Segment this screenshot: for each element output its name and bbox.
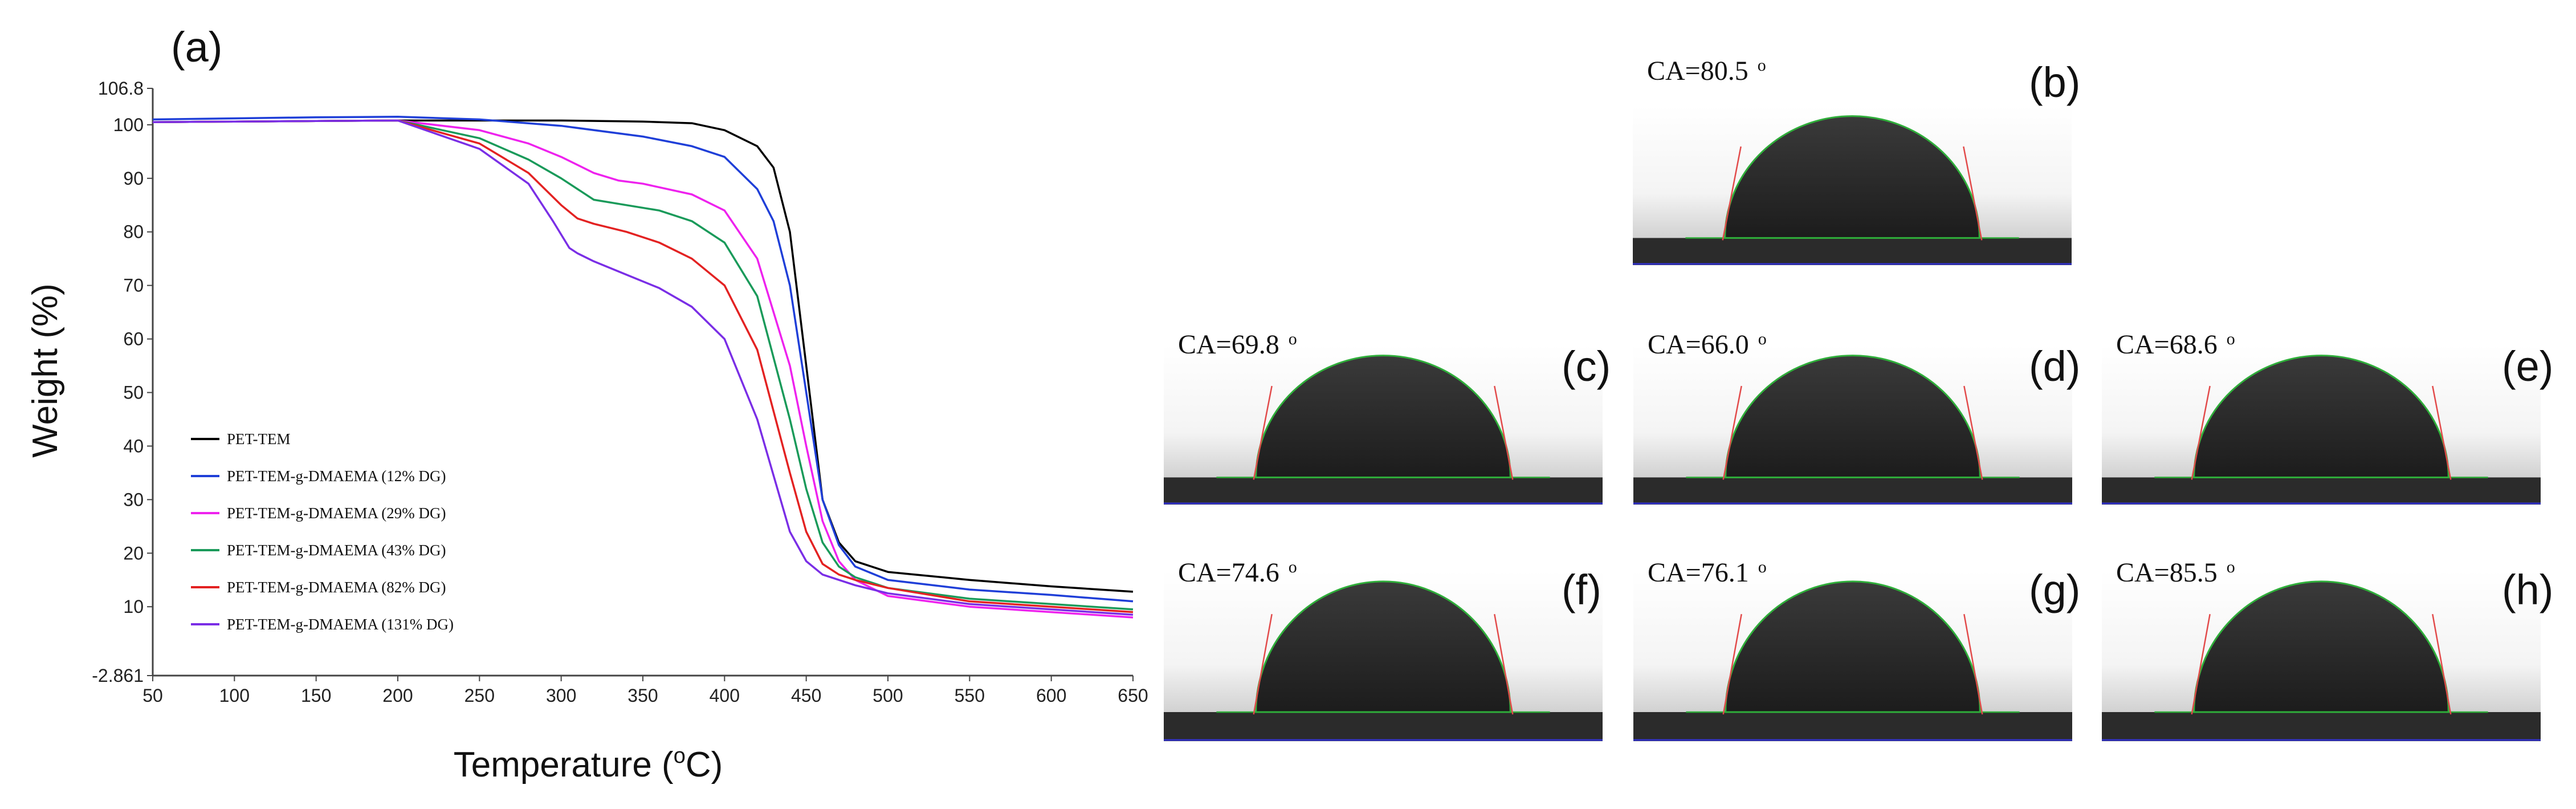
contact-angle-value: CA=69.8 o bbox=[1178, 330, 1297, 360]
contact-angle-panel-c: CA=69.8 o (c) bbox=[1164, 330, 1611, 505]
x-tick-label: 350 bbox=[627, 685, 658, 706]
x-axis-title: Temperature (oC) bbox=[454, 744, 723, 784]
series-lines bbox=[152, 116, 1134, 619]
panel-label-f: (f) bbox=[1562, 566, 1601, 613]
y-ticks: 106.8 100 90 80 70 60 50 40 30 20 10 -2.861 bbox=[92, 78, 153, 686]
contact-angle-panels: CA=80.5 o (b) CA=69.8 o (c) CA=66.0 o (d) CA=68.6… bbox=[1164, 56, 2553, 741]
contact-angle-panel-b: CA=80.5 o (b) bbox=[1633, 56, 2080, 265]
legend-label: PET-TEM-g-DMAEMA (43% DG) bbox=[227, 542, 446, 559]
panel-label-d: (d) bbox=[2029, 343, 2080, 390]
tangent-left bbox=[1722, 385, 1742, 480]
panel-label-h: (h) bbox=[2502, 566, 2553, 613]
x-tick-label: 300 bbox=[546, 685, 576, 706]
tangent-right bbox=[2432, 385, 2452, 480]
x-tick-label: 550 bbox=[955, 685, 985, 706]
contact-angle-panel-d: CA=66.0 o (d) bbox=[1633, 330, 2080, 505]
legend-label: PET-TEM-g-DMAEMA (12% DG) bbox=[227, 467, 446, 485]
contact-angle-value: CA=74.6 o bbox=[1178, 558, 1297, 588]
y-tick-label: 30 bbox=[123, 489, 144, 510]
y-tick-label: 60 bbox=[123, 329, 144, 349]
x-tick-label: 50 bbox=[142, 685, 163, 706]
x-tick-label: 450 bbox=[791, 685, 821, 706]
x-tick-label: 600 bbox=[1036, 685, 1066, 706]
droplet bbox=[1724, 115, 1980, 239]
legend: PET-TEM PET-TEM-g-DMAEMA (12% DG) PET-TEM-… bbox=[191, 430, 454, 633]
tangent-left bbox=[1253, 613, 1273, 715]
substrate bbox=[1633, 477, 2072, 505]
y-tick-label: -2.861 bbox=[92, 665, 144, 686]
tangent-left bbox=[1253, 385, 1273, 480]
contact-angle-panel-e: CA=68.6 o (e) bbox=[2102, 330, 2553, 505]
series-line-3 bbox=[152, 119, 1134, 611]
contact-angle-value: CA=80.5 o bbox=[1647, 56, 1766, 86]
series-line-4 bbox=[152, 119, 1134, 613]
x-tick-label: 200 bbox=[382, 685, 413, 706]
x-tick-label: 250 bbox=[464, 685, 495, 706]
contact-angle-value: CA=68.6 o bbox=[2116, 330, 2235, 360]
tangent-right bbox=[1494, 385, 1514, 480]
y-tick-label: 40 bbox=[123, 436, 144, 456]
substrate bbox=[1633, 712, 2072, 741]
y-tick-label: 20 bbox=[123, 543, 144, 563]
series-line-1 bbox=[152, 116, 1134, 603]
y-tick-label: 90 bbox=[123, 168, 144, 189]
droplet bbox=[1725, 355, 1981, 478]
y-tick-label: 100 bbox=[113, 115, 144, 135]
droplet bbox=[2193, 355, 2449, 478]
y-tick-label: 10 bbox=[123, 596, 144, 617]
x-tick-label: 650 bbox=[1118, 685, 1148, 706]
tangent-left bbox=[2191, 385, 2211, 480]
substrate bbox=[1164, 477, 1603, 505]
panel-label-a: (a) bbox=[171, 23, 222, 71]
y-tick-label: 50 bbox=[123, 382, 144, 403]
legend-label: PET-TEM-g-DMAEMA (131% DG) bbox=[227, 616, 454, 633]
substrate bbox=[2102, 712, 2541, 741]
x-tick-label: 100 bbox=[219, 685, 250, 706]
panel-label-e: (e) bbox=[2502, 343, 2553, 390]
tangent-left bbox=[1722, 613, 1742, 715]
y-tick-label: 80 bbox=[123, 222, 144, 242]
x-tick-label: 500 bbox=[873, 685, 903, 706]
contact-angle-panel-g: CA=76.1 o (g) bbox=[1633, 558, 2080, 741]
legend-label: PET-TEM-g-DMAEMA (29% DG) bbox=[227, 505, 446, 522]
y-tick-label: 106.8 bbox=[98, 78, 144, 99]
droplet bbox=[1725, 580, 1981, 713]
panel-label-g: (g) bbox=[2029, 566, 2080, 613]
tangent-right bbox=[1494, 613, 1514, 715]
droplet bbox=[2193, 580, 2449, 713]
contact-angle-value: CA=66.0 o bbox=[1648, 330, 1767, 360]
y-axis-title: Weight (%) bbox=[26, 283, 65, 458]
series-line-0 bbox=[152, 119, 1134, 593]
tangent-right bbox=[2432, 613, 2452, 715]
tangent-right bbox=[1963, 385, 1983, 480]
legend-label: PET-TEM bbox=[227, 430, 291, 448]
panel-label-c: (c) bbox=[1562, 343, 1611, 390]
droplet bbox=[1255, 355, 1511, 478]
tangent-left bbox=[2191, 613, 2211, 715]
y-tick-label: 70 bbox=[123, 275, 144, 296]
tangent-left bbox=[1722, 146, 1742, 241]
contact-angle-value: CA=85.5 o bbox=[2116, 558, 2235, 588]
series-line-2 bbox=[152, 119, 1134, 619]
substrate bbox=[2102, 477, 2541, 505]
droplet bbox=[1255, 580, 1511, 713]
x-ticks: 50 100 150 200 250 300 350 400 450 500 550 600 650 bbox=[142, 676, 1148, 706]
contact-angle-panel-h: CA=85.5 o (h) bbox=[2102, 558, 2553, 741]
substrate bbox=[1164, 712, 1603, 741]
substrate bbox=[1633, 238, 2072, 265]
series-line-5 bbox=[152, 119, 1134, 616]
legend-label: PET-TEM-g-DMAEMA (82% DG) bbox=[227, 579, 446, 596]
panel-label-b: (b) bbox=[2029, 59, 2080, 106]
contact-angle-panel-f: CA=74.6 o (f) bbox=[1164, 558, 1603, 741]
tangent-right bbox=[1963, 613, 1983, 715]
contact-angle-value: CA=76.1 o bbox=[1648, 558, 1767, 588]
x-tick-label: 400 bbox=[710, 685, 740, 706]
tangent-right bbox=[1963, 146, 1983, 241]
x-tick-label: 150 bbox=[301, 685, 331, 706]
